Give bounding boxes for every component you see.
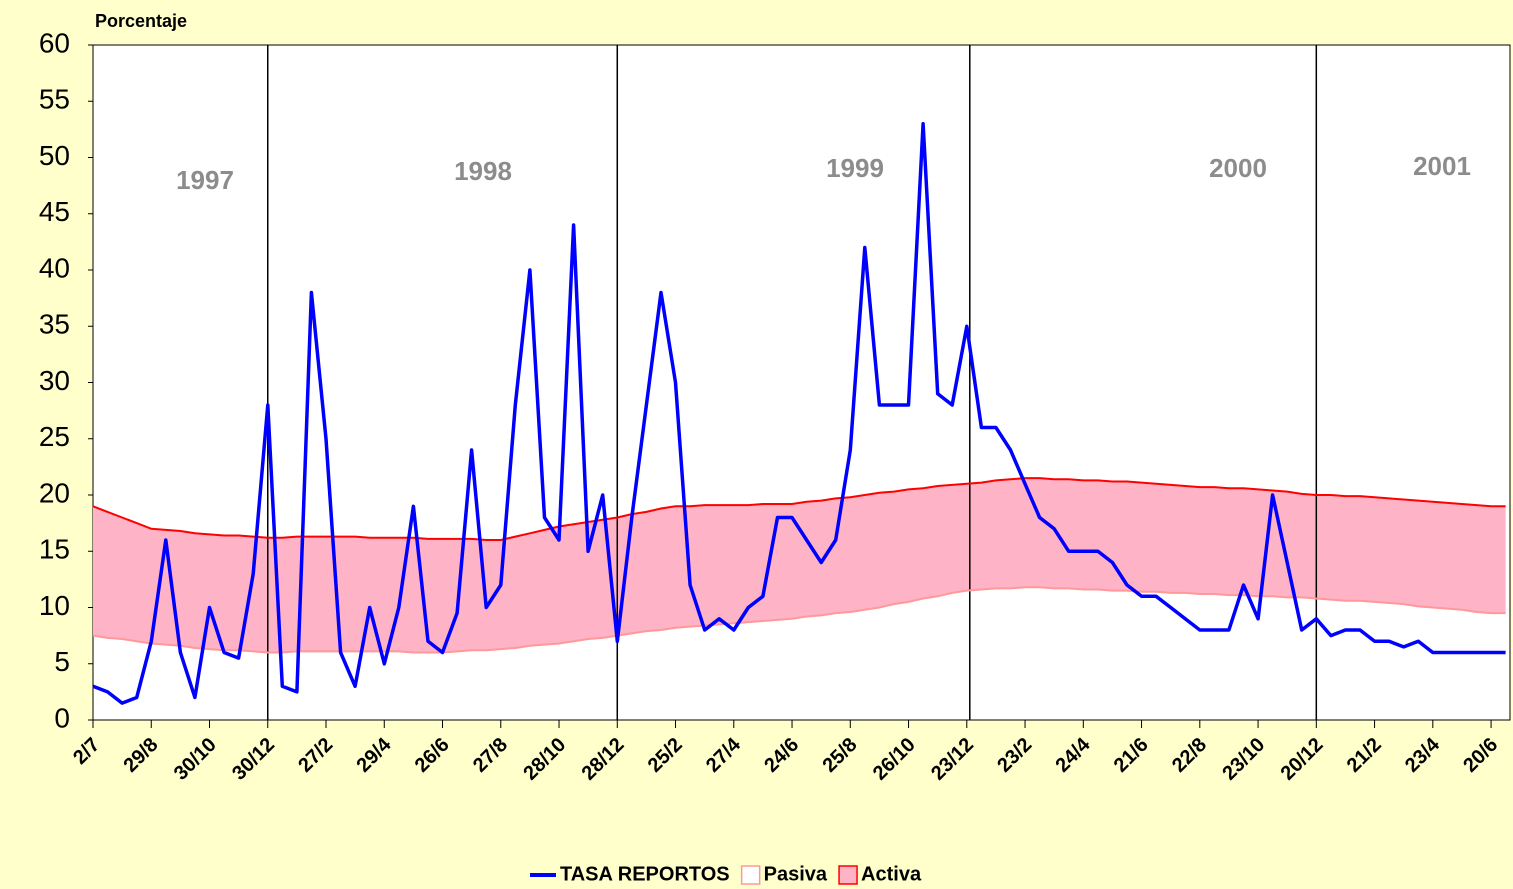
x-tick-label: 25/2 [644,734,687,777]
y-tick-label: 50 [39,140,70,171]
x-tick-label: 30/12 [228,734,279,785]
legend-label: Activa [861,863,922,885]
x-tick-label: 22/8 [1168,734,1211,777]
x-tick-label: 21/6 [1110,734,1153,777]
x-tick-label: 23/2 [993,734,1036,777]
x-tick-label: 28/10 [519,734,570,785]
x-tick-label: 27/8 [469,734,512,777]
x-tick-label: 26/10 [869,734,920,785]
year-label: 2000 [1209,153,1267,183]
y-tick-label: 20 [39,477,70,508]
y-tick-label: 25 [39,421,70,452]
y-tick-label: 0 [54,702,70,733]
x-tick-label: 28/12 [578,734,629,785]
y-tick-label: 45 [39,196,70,227]
x-tick-label: 23/10 [1218,734,1269,785]
x-tick-label: 27/4 [702,733,746,777]
year-label: 1998 [454,156,512,186]
y-tick-label: 40 [39,252,70,283]
legend-label: TASA REPORTOS [560,863,730,885]
x-tick-label: 29/4 [352,733,396,777]
y-axis-title: Porcentaje [95,11,187,31]
x-tick-label: 20/6 [1459,734,1502,777]
x-tick-label: 23/12 [927,734,978,785]
y-tick-label: 5 [54,646,70,677]
x-tick-label: 30/10 [170,734,221,785]
x-tick-label: 27/2 [294,734,337,777]
year-label: 1997 [176,165,234,195]
legend-swatch [838,865,858,885]
x-tick-label: 24/4 [1051,733,1095,777]
x-tick-label: 24/6 [760,734,803,777]
y-tick-label: 10 [39,590,70,621]
rate-line [92,122,1506,705]
legend-label: Pasiva [764,863,828,885]
x-tick-label: 21/2 [1343,734,1386,777]
y-tick-label: 60 [39,27,70,58]
y-tick-label: 30 [39,365,70,396]
year-label: 1999 [826,153,884,183]
y-tick-label: 35 [39,309,70,340]
x-tick-label: 29/8 [119,734,162,777]
x-tick-label: 25/8 [818,734,861,777]
y-tick-label: 15 [39,534,70,565]
pasiva-line [92,586,1506,654]
activa-line [92,477,1506,541]
legend-swatch [740,865,761,885]
x-tick-label: 23/4 [1401,733,1445,777]
y-tick-label: 55 [39,84,70,115]
x-tick-label: 2/7 [69,734,104,769]
x-tick-label: 20/12 [1277,734,1328,785]
band-fill [93,478,1506,653]
year-label: 2001 [1413,151,1471,181]
x-tick-label: 26/6 [411,734,454,777]
